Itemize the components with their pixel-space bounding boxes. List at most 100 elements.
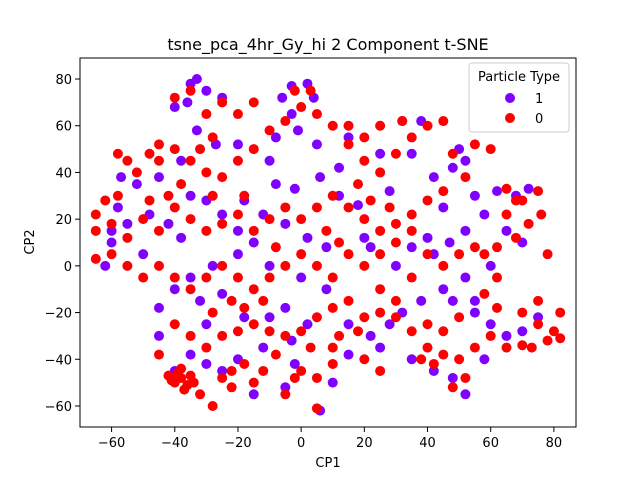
- scatter-point-type-0: [239, 358, 250, 369]
- scatter-point-type-1: [334, 162, 345, 173]
- y-tick-label: −60: [45, 400, 72, 415]
- x-tick-label: 20: [356, 436, 373, 451]
- scatter-point-type-0: [375, 307, 386, 318]
- scatter-point-type-1: [359, 232, 370, 243]
- scatter-point-type-0: [501, 183, 512, 194]
- scatter-point-type-0: [226, 295, 237, 306]
- scatter-point-type-0: [406, 272, 417, 283]
- scatter-point-type-1: [185, 349, 196, 360]
- scatter-point-type-0: [289, 85, 300, 96]
- legend: Particle Type 1 0: [468, 62, 570, 133]
- scatter-point-type-0: [153, 139, 164, 150]
- scatter-point-type-1: [232, 249, 243, 260]
- scatter-point-type-0: [359, 214, 370, 225]
- scatter-point-type-0: [179, 384, 190, 395]
- scatter-point-type-1: [517, 326, 528, 337]
- scatter-point-type-0: [359, 312, 370, 323]
- scatter-point-type-1: [201, 85, 212, 96]
- scatter-point-type-0: [327, 342, 338, 353]
- scatter-point-type-0: [311, 312, 322, 323]
- scatter-point-type-0: [217, 218, 228, 229]
- scatter-point-type-0: [375, 167, 386, 178]
- x-tick-label: 60: [482, 436, 499, 451]
- scatter-point-type-0: [248, 97, 259, 108]
- scatter-point-type-0: [270, 349, 281, 360]
- scatter-point-type-1: [185, 190, 196, 201]
- scatter-point-type-0: [447, 148, 458, 159]
- scatter-point-type-1: [153, 302, 164, 313]
- scatter-point-type-1: [485, 260, 496, 271]
- scatter-point-type-0: [438, 186, 449, 197]
- scatter-point-type-0: [169, 202, 180, 213]
- scatter-point-type-0: [517, 340, 528, 351]
- scatter-point-type-1: [460, 389, 471, 400]
- legend-title: Particle Type: [478, 70, 560, 85]
- scatter-point-type-1: [343, 349, 354, 360]
- scatter-point-type-0: [485, 330, 496, 341]
- scatter-point-type-1: [286, 109, 297, 120]
- scatter-point-type-1: [185, 272, 196, 283]
- scatter-point-type-0: [555, 333, 566, 344]
- scatter-point-type-1: [390, 260, 401, 271]
- scatter-point-type-0: [492, 242, 503, 253]
- x-tick-label: 0: [297, 436, 305, 451]
- scatter-point-type-1: [258, 342, 269, 353]
- scatter-point-type-1: [264, 260, 275, 271]
- scatter-point-type-0: [334, 330, 345, 341]
- scatter-point-type-1: [296, 272, 307, 283]
- scatter-point-type-0: [163, 370, 174, 381]
- scatter-point-type-0: [248, 144, 259, 155]
- scatter-point-type-1: [492, 186, 503, 197]
- scatter-point-type-1: [375, 148, 386, 159]
- scatter-point-type-0: [384, 202, 395, 213]
- scatter-point-type-1: [460, 155, 471, 166]
- scatter-point-type-1: [302, 232, 313, 243]
- scatter-point-type-0: [510, 195, 521, 206]
- scatter-point-type-0: [138, 272, 149, 283]
- scatter-point-type-0: [296, 249, 307, 260]
- x-tick-label: 40: [419, 436, 436, 451]
- scatter-point-type-1: [406, 242, 417, 253]
- scatter-point-type-0: [390, 312, 401, 323]
- scatter-point-type-1: [460, 272, 471, 283]
- scatter-point-type-0: [311, 109, 322, 120]
- scatter-point-type-0: [264, 125, 275, 136]
- scatter-point-type-0: [375, 249, 386, 260]
- scatter-point-type-0: [542, 249, 553, 260]
- y-tick-label: −20: [45, 307, 72, 322]
- scatter-point-type-1: [277, 92, 288, 103]
- scatter-point-type-0: [232, 272, 243, 283]
- scatter-point-type-0: [460, 372, 471, 383]
- scatter-point-type-0: [296, 102, 307, 113]
- x-tick-label: −40: [161, 436, 188, 451]
- scatter-point-type-0: [479, 249, 490, 260]
- scatter-point-type-1: [292, 125, 303, 136]
- scatter-point-type-0: [375, 225, 386, 236]
- scatter-point-type-1: [485, 319, 496, 330]
- y-tick-label: −40: [45, 353, 72, 368]
- scatter-point-type-0: [492, 272, 503, 283]
- points-layer: [90, 74, 566, 416]
- scatter-point-type-0: [365, 195, 376, 206]
- scatter-point-type-1: [460, 225, 471, 236]
- scatter-point-type-1: [289, 183, 300, 194]
- legend-marker-1: [505, 93, 515, 103]
- scatter-point-type-1: [270, 132, 281, 143]
- scatter-point-type-0: [201, 272, 212, 283]
- scatter-point-type-0: [188, 377, 199, 388]
- scatter-point-type-0: [195, 389, 206, 400]
- scatter-point-type-0: [305, 85, 316, 96]
- scatter-point-type-0: [343, 295, 354, 306]
- scatter-point-type-0: [176, 179, 187, 190]
- scatter-point-type-0: [536, 209, 547, 220]
- scatter-point-type-0: [163, 190, 174, 201]
- plot-frame: [79, 57, 577, 428]
- scatter-point-type-1: [311, 139, 322, 150]
- scatter-point-type-0: [526, 342, 537, 353]
- scatter-point-type-0: [201, 225, 212, 236]
- chart-title: tsne_pca_4hr_Gy_hi 2 Component t-SNE: [167, 35, 488, 55]
- scatter-point-type-0: [353, 179, 364, 190]
- scatter-point-type-0: [422, 195, 433, 206]
